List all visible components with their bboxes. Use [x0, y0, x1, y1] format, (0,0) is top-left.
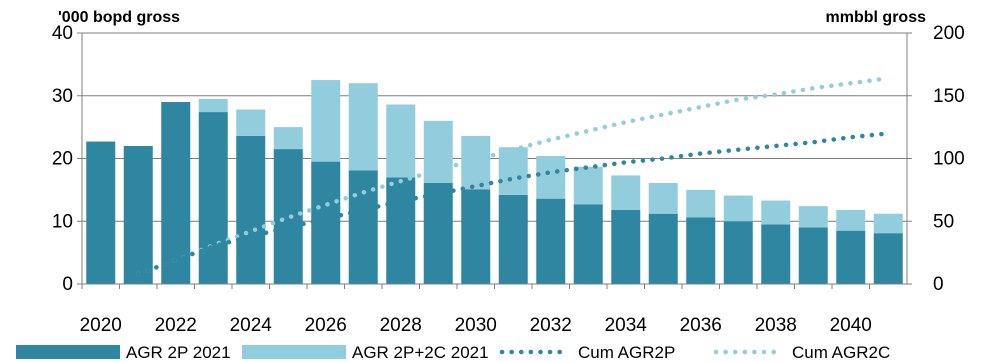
bar-2p2c — [536, 155, 566, 199]
bar-2p2c — [311, 80, 341, 162]
bar-2p — [236, 135, 266, 284]
right-tick-label: 200 — [933, 23, 965, 44]
bar-2p — [498, 194, 528, 284]
x-tick-label: 2040 — [830, 315, 872, 336]
left-tick-label: 40 — [52, 23, 73, 44]
left-tick-label: 20 — [52, 149, 73, 170]
bar-2p — [723, 221, 753, 284]
legend-swatch-bar — [16, 345, 120, 359]
x-tick-label: 2030 — [455, 315, 497, 336]
bar-2p2c — [723, 195, 753, 222]
bar-2p2c — [873, 213, 903, 234]
bar-2p — [161, 102, 191, 285]
bar-2p — [873, 233, 903, 284]
x-tick-label: 2038 — [755, 315, 797, 336]
bar-2p2c — [348, 83, 378, 171]
x-tick-label: 2032 — [530, 315, 572, 336]
right-tick-label: 0 — [933, 274, 944, 295]
bar-2p2c — [573, 166, 603, 205]
x-tick-label: 2026 — [305, 315, 347, 336]
right-tick-label: 50 — [933, 211, 954, 232]
x-tick-label: 2020 — [80, 315, 122, 336]
bar-2p2c — [198, 98, 228, 113]
x-tick-label: 2028 — [380, 315, 422, 336]
bar-2p2c — [761, 200, 791, 225]
bar-2p — [836, 230, 866, 284]
bar-2p — [86, 141, 116, 284]
bar-2p — [423, 182, 453, 284]
left-axis-unit-label: '000 bopd gross — [58, 9, 180, 26]
bar-2p2c — [273, 127, 303, 150]
x-tick-label: 2022 — [155, 315, 197, 336]
bar-2p — [198, 112, 228, 284]
bars-layer — [86, 80, 903, 285]
right-axis-unit-label: mmbbl gross — [826, 9, 927, 26]
bar-2p2c — [836, 209, 866, 231]
bar-2p — [386, 177, 416, 284]
legend-label: AGR 2P 2021 — [126, 343, 231, 362]
bar-2p — [311, 161, 341, 284]
bar-2p2c — [498, 147, 528, 195]
bar-2p — [573, 204, 603, 284]
bar-2p — [648, 213, 678, 284]
legend-label: Cum AGR2C — [792, 343, 890, 362]
left-tick-label: 30 — [52, 86, 73, 107]
legend: AGR 2P 2021 AGR 2P+2C 2021 Cum AGR2P Cum AG… — [16, 343, 890, 362]
bar-2p2c — [386, 104, 416, 178]
left-tick-label: 10 — [52, 211, 73, 232]
line-cum-agr2c — [136, 75, 891, 277]
bar-2p2c — [611, 175, 641, 210]
x-tick-label: 2034 — [605, 315, 648, 336]
bar-2p — [798, 227, 828, 284]
bar-2p2c — [236, 109, 266, 136]
bar-2p2c — [798, 206, 828, 228]
bar-2p — [536, 198, 566, 284]
right-tick-label: 100 — [933, 149, 965, 170]
left-tick-label: 0 — [62, 274, 73, 295]
x-tick-label: 2024 — [230, 315, 273, 336]
legend-swatch-bar — [242, 345, 346, 359]
bar-2p — [123, 145, 153, 284]
bar-2p — [461, 189, 491, 284]
bar-2p2c — [686, 189, 716, 218]
legend-label: AGR 2P+2C 2021 — [352, 343, 489, 362]
bar-2p — [273, 149, 303, 284]
x-tick-label: 2036 — [680, 315, 722, 336]
bar-2p — [761, 224, 791, 284]
right-tick-label: 150 — [933, 86, 965, 107]
bar-2p — [686, 217, 716, 284]
lines-layer — [136, 75, 891, 277]
bar-2p2c — [648, 182, 678, 214]
legend-label: Cum AGR2P — [578, 343, 675, 362]
bar-2p — [611, 209, 641, 284]
